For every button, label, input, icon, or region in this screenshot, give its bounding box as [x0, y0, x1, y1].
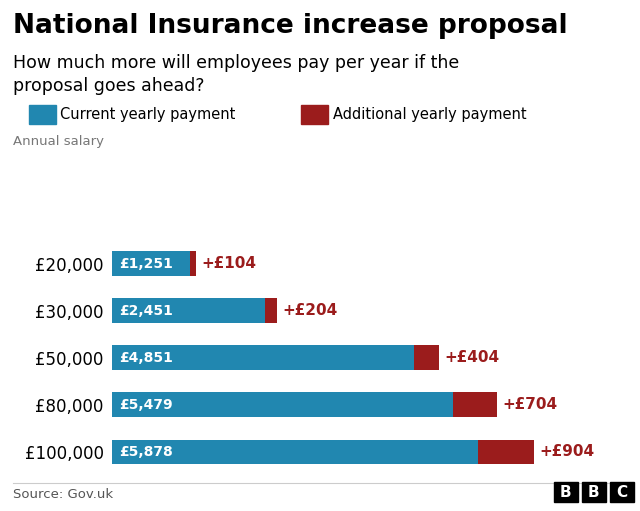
Bar — [453, 392, 497, 417]
Text: Source: Gov.uk: Source: Gov.uk — [13, 488, 113, 501]
Text: Current yearly payment: Current yearly payment — [60, 107, 236, 123]
Text: +£104: +£104 — [202, 256, 257, 271]
Bar — [190, 251, 196, 276]
Text: B: B — [588, 484, 600, 500]
Text: B: B — [560, 484, 572, 500]
Text: National Insurance increase proposal: National Insurance increase proposal — [13, 13, 568, 39]
Bar — [112, 298, 264, 323]
Text: Additional yearly payment: Additional yearly payment — [333, 107, 527, 123]
Text: +£204: +£204 — [282, 303, 337, 318]
Text: +£404: +£404 — [444, 350, 499, 365]
Text: +£704: +£704 — [502, 397, 557, 412]
Text: £2,451: £2,451 — [120, 304, 173, 318]
Bar — [112, 251, 190, 276]
Text: £1,251: £1,251 — [120, 257, 173, 271]
Bar — [112, 392, 453, 417]
Bar — [478, 439, 534, 464]
Bar — [112, 345, 414, 370]
Bar — [414, 345, 439, 370]
Bar — [264, 298, 277, 323]
Bar — [112, 439, 478, 464]
Text: £5,479: £5,479 — [120, 398, 173, 412]
Text: C: C — [616, 484, 628, 500]
Text: How much more will employees pay per year if the
proposal goes ahead?: How much more will employees pay per yea… — [13, 54, 459, 95]
Text: +£904: +£904 — [540, 444, 595, 459]
Text: £5,878: £5,878 — [120, 445, 173, 459]
Text: £4,851: £4,851 — [120, 351, 173, 365]
Text: Annual salary: Annual salary — [13, 135, 104, 148]
